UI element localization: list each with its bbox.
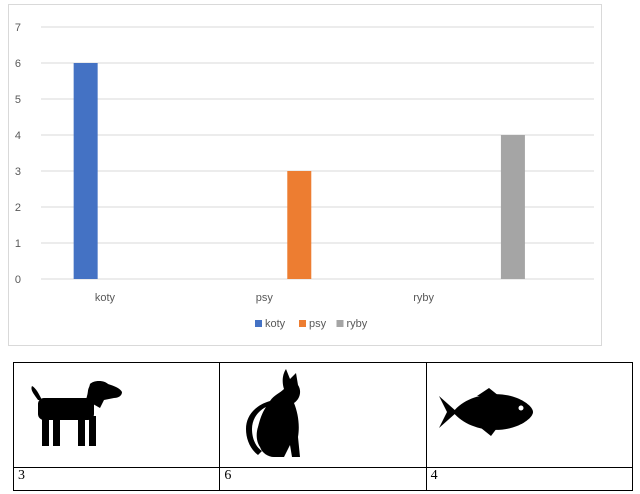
y-tick-label: 5 xyxy=(15,94,21,106)
dog-cell xyxy=(12,362,221,468)
y-tick-label: 3 xyxy=(15,166,21,178)
legend-swatch-ryby xyxy=(336,320,344,327)
dog-icon xyxy=(14,378,219,453)
fish-icon xyxy=(427,387,632,443)
x-tick-label: ryby xyxy=(413,292,434,304)
y-tick-label: 4 xyxy=(15,130,21,142)
x-tick-label: psy xyxy=(256,292,274,304)
legend-swatch-psy xyxy=(299,320,306,327)
fish-cell xyxy=(425,362,634,468)
bar-psy xyxy=(287,171,312,279)
y-tick-label: 2 xyxy=(15,202,21,214)
y-tick-label: 7 xyxy=(15,22,21,34)
pet-count-table: 3 6 4 xyxy=(12,362,634,491)
x-tick-label: koty xyxy=(95,292,116,304)
y-tick-label: 6 xyxy=(15,58,21,70)
cat-count: 6 xyxy=(219,467,427,491)
y-tick-label: 1 xyxy=(15,238,21,250)
legend-label-psy: psy xyxy=(309,318,327,330)
dog-count: 3 xyxy=(12,467,221,491)
bar-koty xyxy=(73,63,98,279)
chart-frame: 0 1 2 3 4 5 6 7 koty psy ryby koty psy ryby xyxy=(8,4,602,346)
legend-label-koty: koty xyxy=(265,318,286,330)
icon-row xyxy=(12,362,634,468)
legend-label-ryby: ryby xyxy=(347,318,368,330)
count-row: 3 6 4 xyxy=(12,467,634,491)
bar-chart: 0 1 2 3 4 5 6 7 koty psy ryby koty psy ryby xyxy=(15,22,594,330)
y-tick-label: 0 xyxy=(15,274,21,286)
bar-ryby xyxy=(500,135,525,279)
fish-count: 4 xyxy=(425,467,634,491)
cat-icon xyxy=(220,365,425,466)
cat-cell xyxy=(219,362,427,468)
legend-swatch-koty xyxy=(255,320,262,327)
